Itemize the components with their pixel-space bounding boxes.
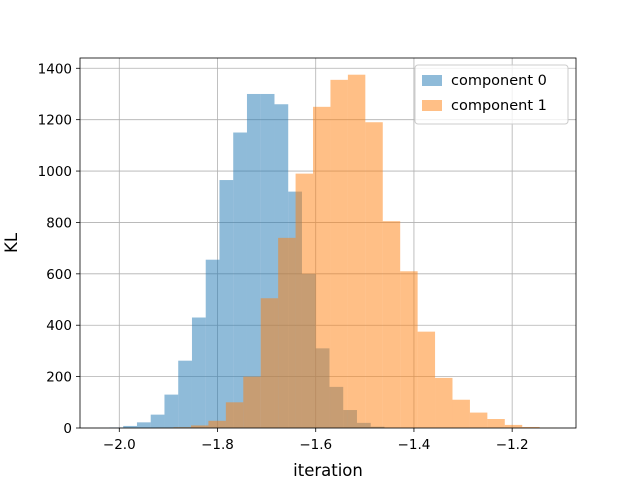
y-tick-label: 0 bbox=[63, 421, 72, 437]
histogram-bar bbox=[233, 132, 247, 428]
x-axis-label: iteration bbox=[293, 461, 363, 480]
x-axis-ticks: −2.0 −1.8 −1.6 −1.4 −1.2 bbox=[103, 428, 529, 453]
histogram-bar bbox=[243, 376, 261, 428]
y-tick-label: 1000 bbox=[38, 164, 72, 180]
histogram-bar bbox=[205, 259, 220, 428]
histogram-bar bbox=[225, 402, 244, 428]
histogram-bar bbox=[295, 173, 314, 428]
histogram-bar bbox=[330, 79, 348, 429]
histogram-bar bbox=[417, 331, 436, 428]
legend: component 0 component 1 bbox=[414, 64, 569, 125]
legend-box bbox=[414, 64, 569, 125]
series-component-1-bars bbox=[156, 74, 558, 429]
y-tick-label: 800 bbox=[46, 215, 72, 231]
x-tick-label: −1.4 bbox=[398, 437, 431, 453]
legend-swatch-component-0 bbox=[422, 75, 442, 86]
histogram-bar bbox=[347, 74, 366, 428]
histogram-bar bbox=[246, 93, 261, 428]
histogram-bar bbox=[150, 414, 165, 428]
y-tick-label: 600 bbox=[46, 267, 72, 283]
histogram-bar bbox=[178, 360, 192, 428]
histogram-bar bbox=[504, 424, 523, 428]
histogram-bar bbox=[208, 420, 226, 428]
histogram-bar bbox=[123, 425, 137, 428]
histogram-bar bbox=[452, 399, 470, 428]
x-tick-label: −1.8 bbox=[201, 437, 234, 453]
legend-label-component-1: component 1 bbox=[451, 98, 547, 114]
histogram-bar bbox=[382, 221, 401, 428]
histogram-bar bbox=[164, 394, 179, 428]
histogram-bar bbox=[190, 425, 209, 428]
histogram-bar bbox=[365, 122, 383, 428]
histogram-bar bbox=[435, 377, 453, 428]
y-tick-label: 400 bbox=[46, 318, 72, 334]
histogram-bar bbox=[136, 422, 151, 428]
histogram-bar bbox=[219, 180, 234, 428]
histogram-bar bbox=[278, 237, 296, 428]
x-tick-label: −1.2 bbox=[496, 437, 529, 453]
y-tick-label: 1200 bbox=[38, 113, 72, 129]
histogram-bar bbox=[522, 426, 540, 428]
histogram-bar bbox=[487, 419, 505, 428]
x-tick-label: −1.6 bbox=[299, 437, 332, 453]
histogram-bar bbox=[469, 412, 488, 428]
histogram-bar bbox=[400, 271, 418, 428]
legend-label-component-0: component 0 bbox=[451, 73, 547, 89]
y-axis-label: KL bbox=[2, 232, 21, 253]
y-tick-label: 1400 bbox=[38, 61, 72, 77]
legend-swatch-component-1 bbox=[422, 100, 442, 111]
histogram-bar bbox=[313, 106, 331, 428]
histogram-bar bbox=[260, 298, 279, 428]
y-tick-label: 200 bbox=[46, 370, 72, 386]
plot-frame bbox=[79, 57, 577, 429]
histogram-bar bbox=[191, 317, 206, 428]
y-axis-ticks: 0 200 400 600 800 1000 1200 1400 bbox=[38, 61, 80, 437]
x-tick-label: −2.0 bbox=[103, 437, 136, 453]
